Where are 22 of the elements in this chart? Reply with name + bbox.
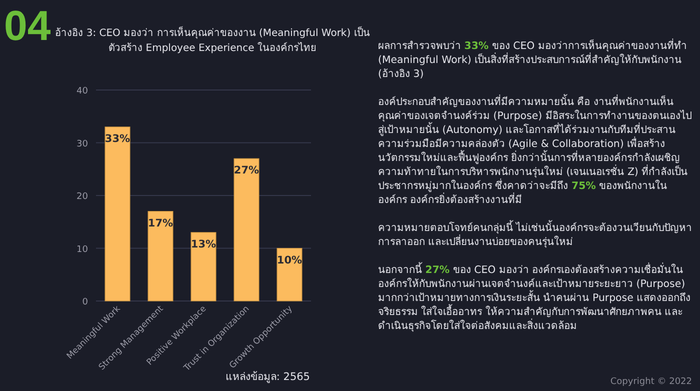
bar — [276, 248, 302, 302]
y-tick-label: 40 — [76, 86, 88, 96]
bar — [190, 232, 216, 302]
bar — [104, 126, 130, 302]
y-tick-label: 30 — [76, 139, 88, 150]
data-label: 17% — [148, 217, 174, 230]
chart-title: อ้างอิง 3: CEO มองว่า การเห็นคุณค่าของงาน (Meaningful Work) เป็นตัวสร้าง Employee Experience ในองค์กรไทย — [55, 26, 370, 56]
text: ผลการสำรวจพบว่า 33% ของ CEO มองว่าการเห็นคุณค่าของงานที่ทำ (Meaningful Work) เป็นสิ่งที่สร้างประสบการณ์ที่สำคัญให้กับพนักงาน (อ้างอิง 3) — [378, 40, 688, 82]
data-label: 13% — [190, 238, 217, 250]
text: Copyright © 2022 — [610, 377, 692, 387]
text: 04 — [4, 2, 51, 50]
data-label: 33% — [104, 132, 131, 145]
y-tick-label: 0 — [82, 298, 88, 308]
data-label: 10% — [276, 254, 303, 266]
text: นอกจากนี้ 27% ของ CEO มองว่า องค์กรเองต้องสร้างความเชื่อมั่นในองค์กรให้กับพนักงานผ่านเจตจำนงค์และเป้าหมายระยะยาว (Purpose) มากกว่าเป้าหมายทางการเงินระยะสั้น นำคนผ่าน Purpose แสดงออกถึงจริยธรรม ใส่ใจเอื้ออาทร ให้ความสำคัญกับการพัฒนาศักยภาพคน และดำเนินธุรกิจโดยใส่ใจต่อสังคมและสิ่งแวดล้อม — [378, 264, 692, 334]
bar — [234, 158, 260, 302]
bar — [148, 211, 174, 302]
text: แหล่งข้อมูล: 2565 — [225, 371, 310, 383]
y-tick-label: 10 — [76, 244, 88, 255]
text: ความหมายตอบโจทย์คนกลุ่มนี้ ไม่เช่นนั้นองค์กรจะต้องวนเวียนกับปัญหาการลาออก และเปลี่ยนงานบ่อยของคนรุ่นใหม่ — [378, 222, 694, 250]
data-label: 27% — [234, 164, 260, 177]
y-tick-label: 20 — [76, 192, 88, 202]
